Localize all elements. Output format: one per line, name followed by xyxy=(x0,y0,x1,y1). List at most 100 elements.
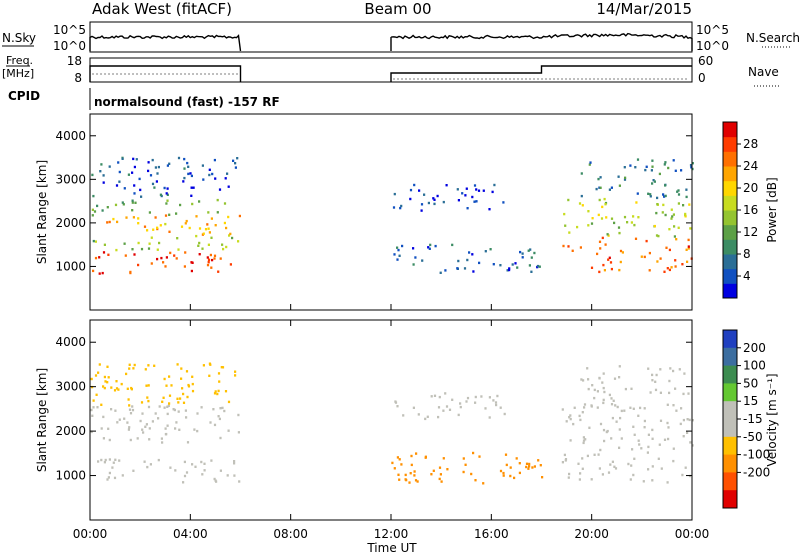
echo-cell xyxy=(162,261,165,264)
echo-cell xyxy=(92,194,95,198)
echo-cell xyxy=(646,451,649,454)
power-echo-cells xyxy=(91,156,694,275)
echo-cell xyxy=(188,226,191,230)
echo-cell xyxy=(502,474,505,477)
echo-cell xyxy=(179,203,182,207)
velocity-echo-cells xyxy=(90,362,694,485)
echo-cell xyxy=(214,390,217,393)
echo-cell xyxy=(143,225,147,228)
echo-cell xyxy=(142,431,145,434)
echo-cell xyxy=(672,369,675,373)
echo-cell xyxy=(233,462,236,465)
echo-cell xyxy=(511,263,514,266)
echo-cell xyxy=(214,224,217,227)
echo-cell xyxy=(680,407,683,410)
echo-cell xyxy=(672,404,675,407)
echo-cell xyxy=(198,241,201,245)
echo-cell xyxy=(682,435,685,438)
echo-cell xyxy=(396,405,399,408)
echo-cell xyxy=(475,200,478,203)
echo-cell xyxy=(599,186,602,189)
echo-cell xyxy=(601,205,604,209)
echo-cell xyxy=(562,244,565,248)
echo-cell xyxy=(440,480,443,483)
echo-cell xyxy=(128,367,131,370)
echo-cell xyxy=(184,251,187,254)
echo-cell xyxy=(603,269,606,272)
echo-cell xyxy=(651,479,654,482)
echo-cell xyxy=(120,382,123,386)
echo-cell xyxy=(106,478,109,481)
echo-cell xyxy=(433,394,437,397)
velocity-colorbar-tick-label: 200 xyxy=(743,341,766,355)
echo-cell xyxy=(516,266,519,269)
power-colorbar-segment xyxy=(723,224,737,240)
echo-cell xyxy=(650,169,653,172)
echo-cell xyxy=(144,425,147,428)
echo-cell xyxy=(488,416,491,419)
echo-cell xyxy=(446,468,449,471)
echo-cell xyxy=(439,473,442,476)
echo-cell xyxy=(217,389,220,393)
echo-cell xyxy=(169,251,172,255)
echo-cell xyxy=(144,368,147,371)
echo-cell xyxy=(132,469,135,472)
echo-cell xyxy=(98,272,101,275)
echo-cell xyxy=(653,224,656,228)
echo-cell xyxy=(113,476,117,480)
echo-cell xyxy=(600,217,604,220)
echo-cell xyxy=(631,448,634,451)
echo-cell xyxy=(614,404,617,407)
echo-cell xyxy=(182,481,185,484)
echo-cell xyxy=(610,437,613,440)
echo-cell xyxy=(433,202,436,206)
echo-cell xyxy=(153,364,156,367)
echo-cell xyxy=(578,478,581,481)
echo-cell xyxy=(102,181,105,184)
echo-cell xyxy=(563,212,566,216)
echo-cell xyxy=(651,182,654,185)
echo-cell xyxy=(488,396,491,399)
echo-cell xyxy=(398,478,401,481)
echo-cell xyxy=(133,184,136,187)
echo-cell xyxy=(234,162,237,165)
echo-cell xyxy=(655,234,659,237)
echo-cell xyxy=(147,405,151,409)
echo-cell xyxy=(593,396,596,400)
freq-trace xyxy=(89,65,692,82)
echo-cell xyxy=(670,217,673,220)
echo-cell xyxy=(140,401,144,404)
echo-cell xyxy=(633,433,636,436)
echo-cell xyxy=(170,384,173,387)
power-ylabel: Slant Range [km] xyxy=(35,160,49,264)
echo-cell xyxy=(619,416,622,420)
echo-cell xyxy=(647,468,650,471)
echo-cell xyxy=(139,188,142,192)
echo-cell xyxy=(607,234,610,237)
power-colorbar-segment xyxy=(723,151,737,167)
echo-cell xyxy=(163,377,166,381)
echo-cell xyxy=(110,408,113,411)
echo-cell xyxy=(565,420,568,423)
echo-cell xyxy=(465,187,468,190)
echo-cell xyxy=(651,465,654,468)
echo-cell xyxy=(164,427,167,430)
echo-cell xyxy=(211,258,214,262)
echo-cell xyxy=(456,267,459,270)
echo-cell xyxy=(131,408,135,412)
echo-cell xyxy=(597,213,600,217)
echo-cell xyxy=(596,390,599,393)
echo-cell xyxy=(147,399,150,403)
echo-cell xyxy=(181,387,184,390)
nave-label: Nave xyxy=(748,65,779,79)
echo-cell xyxy=(530,270,533,273)
echo-cell xyxy=(172,408,175,411)
echo-cell xyxy=(427,246,430,249)
echo-cell xyxy=(221,406,224,410)
echo-cell xyxy=(642,480,645,483)
echo-cell xyxy=(148,242,151,245)
echo-cell xyxy=(649,193,652,196)
echo-cell xyxy=(466,207,469,210)
echo-cell xyxy=(597,453,600,456)
echo-cell xyxy=(140,247,144,251)
